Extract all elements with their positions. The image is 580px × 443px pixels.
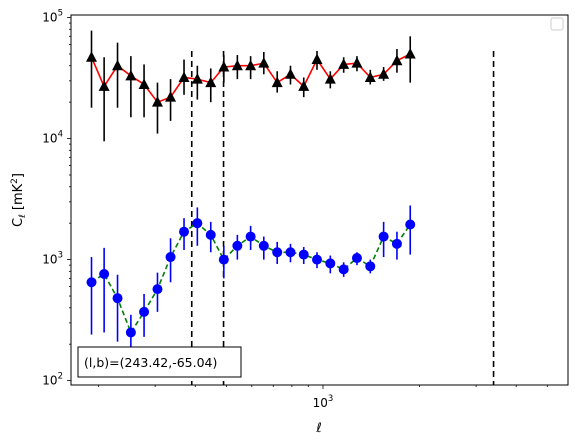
data-point [391, 54, 403, 66]
data-point [152, 284, 163, 295]
data-point [191, 73, 203, 84]
data-point [138, 78, 150, 89]
data-point [218, 61, 230, 72]
data-point [165, 91, 177, 102]
data-point [218, 254, 229, 265]
plot-frame [70, 14, 569, 386]
data-point [404, 47, 416, 59]
data-point [139, 306, 150, 317]
data-point [298, 249, 309, 260]
x-tick-label: 103 [313, 394, 334, 410]
data-point [258, 240, 269, 251]
data-point [311, 53, 323, 65]
data-point [112, 293, 123, 304]
data-point [258, 57, 270, 68]
svg-text:Cℓ [mK2]: Cℓ [mK2] [10, 173, 28, 227]
data-point [338, 264, 349, 275]
data-point [298, 80, 310, 91]
annotation-text: (l,b)=(243.42,-65.04) [84, 355, 217, 370]
y-axis-label: Cℓ [mK2] [10, 173, 28, 227]
data-series [86, 30, 416, 142]
data-point [364, 71, 376, 82]
data-point [378, 231, 389, 242]
x-axis-label: ℓ [315, 421, 321, 436]
data-point [351, 253, 362, 264]
data-point [245, 231, 256, 242]
data-point [378, 68, 390, 79]
data-point [391, 238, 402, 249]
data-point [151, 96, 163, 107]
data-point [285, 247, 296, 258]
data-point [86, 277, 97, 288]
data-point [165, 252, 176, 263]
data-point [112, 59, 124, 71]
y-tick-label: 104 [42, 130, 63, 146]
data-point [98, 80, 110, 91]
data-point [338, 58, 350, 69]
data-point [405, 219, 416, 230]
data-point [192, 218, 203, 229]
y-tick-label: 105 [42, 9, 63, 25]
data-point [205, 76, 217, 88]
axes: 102 103 104 105 103 [42, 9, 548, 410]
data-point [312, 254, 323, 265]
data-point [125, 69, 137, 81]
data-point [125, 327, 136, 338]
data-point [86, 51, 98, 62]
data-point [324, 73, 336, 84]
y-tick-label: 102 [42, 372, 63, 388]
data-point [365, 261, 376, 272]
data-point [205, 229, 216, 240]
data-point [325, 258, 336, 269]
annotation-box: (l,b)=(243.42,-65.04) [77, 346, 242, 378]
data-point [179, 226, 190, 237]
y-tick-label: 103 [42, 251, 63, 267]
legend-box [550, 17, 564, 31]
data-point [245, 59, 257, 71]
data-point [272, 247, 283, 258]
plot-content [86, 30, 495, 385]
data-point [351, 57, 363, 68]
data-point [271, 76, 283, 88]
data-point [231, 59, 243, 71]
data-point [178, 71, 190, 82]
data-point [284, 68, 296, 79]
data-point [232, 240, 243, 251]
data-point [99, 269, 110, 280]
data-series [86, 205, 416, 360]
